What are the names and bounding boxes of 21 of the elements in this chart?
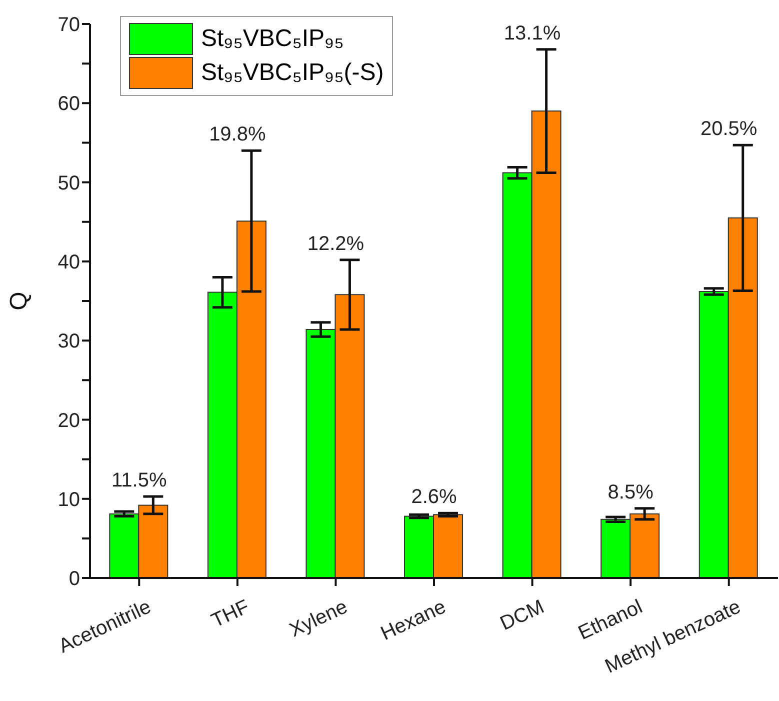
y-tick-label: 10 [58,488,80,511]
y-tick-label: 70 [58,14,80,36]
x-tick-label: DCM [496,596,548,636]
y-tick-label: 30 [58,330,80,353]
y-tick-label: 60 [58,93,80,116]
annotation: 2.6% [411,486,458,508]
y-tick-label: 50 [58,172,80,194]
y-tick-label: 20 [58,410,80,432]
legend-label: St₉₅VBC₅IP₉₅ [201,25,344,53]
annotation: 11.5% [112,469,167,492]
y-tick-label: 0 [68,568,80,590]
annotation: 12.2% [307,232,364,255]
x-tick-label: Xylene [286,596,351,642]
y-tick-label: 40 [58,252,80,274]
legend-label: St₉₅VBC₅IP₉₅(-S) [201,59,384,87]
annotation: 19.8% [209,124,266,146]
annotation: 8.5% [608,481,654,504]
annotation: 13.1% [504,22,561,44]
annotation: 20.5% [700,118,758,140]
x-tick-label: THF [208,596,253,632]
y-axis-title: Q [6,292,33,310]
